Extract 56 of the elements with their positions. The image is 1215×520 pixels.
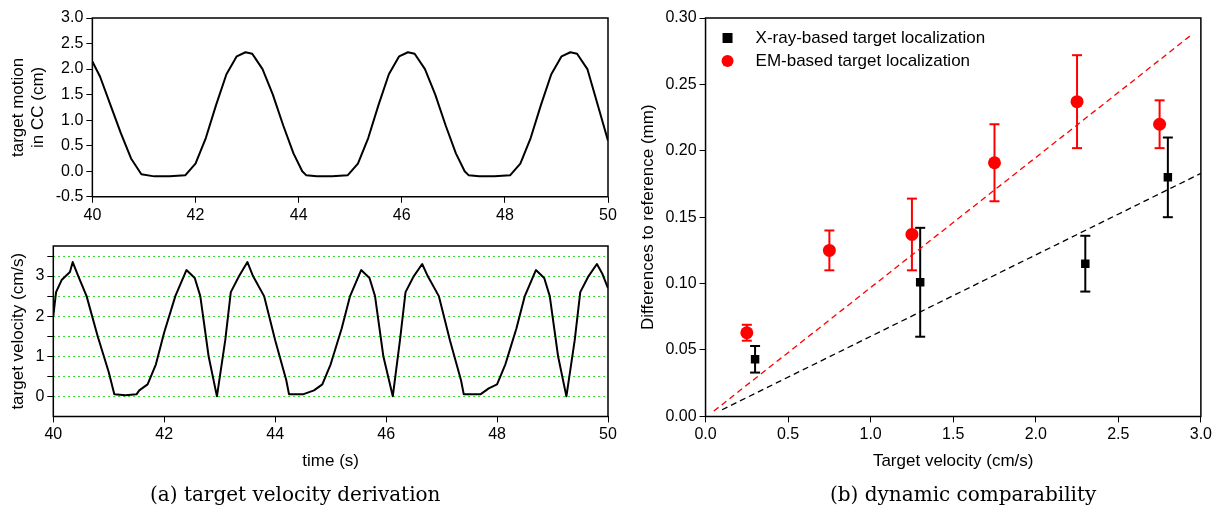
y-tick-label: 0.00 — [665, 406, 697, 424]
y-tick-label: 0.15 — [665, 207, 697, 225]
x-tick-label: 44 — [289, 205, 308, 223]
x-tick-label: 40 — [44, 425, 63, 443]
text: (a) target velocity derivation — [150, 482, 441, 506]
y-axis-title: target motion in CC (cm) — [7, 57, 48, 158]
y-axis-title: Differences to reference (mm) — [637, 104, 657, 330]
x-tick-label: 46 — [377, 425, 396, 443]
x-tick-label: 48 — [488, 425, 507, 443]
x-tick-label: 50 — [599, 425, 617, 443]
point — [987, 156, 1001, 170]
x-tick-label: 0.5 — [776, 425, 800, 443]
x-tick-label: 42 — [155, 425, 174, 443]
legend-label: X-ray-based target localization — [755, 27, 986, 47]
point — [1070, 95, 1084, 109]
y-tick-label: 2.0 — [61, 59, 84, 77]
y-axis-title: target velocity (cm/s) — [7, 252, 27, 410]
y-tick-label: 0.20 — [665, 141, 697, 159]
y-tick-label: -0.5 — [55, 187, 84, 205]
y-tick-label: 1.5 — [61, 85, 84, 103]
x-tick-label: 42 — [186, 205, 205, 223]
x-axis-title: Target velocity (cm/s) — [872, 451, 1034, 471]
x-tick-label: 50 — [599, 205, 617, 223]
x-tick-label: 46 — [392, 205, 411, 223]
x-tick-label: 1.0 — [859, 425, 882, 443]
y-tick-label: 0 — [35, 386, 45, 404]
y-tick-label: 0.25 — [665, 74, 697, 92]
x-tick-label: 48 — [495, 205, 514, 223]
x-tick-label: 40 — [83, 205, 102, 223]
x-tick-label: 3.0 — [1189, 425, 1213, 443]
x-tick-label: 44 — [266, 425, 285, 443]
y-tick-label: 0.05 — [665, 340, 697, 358]
point — [905, 227, 919, 241]
point — [1153, 117, 1167, 131]
point — [915, 278, 925, 287]
y-tick-label: 0.0 — [61, 161, 84, 179]
x-tick-label: 2.5 — [1107, 425, 1130, 443]
x-axis-title: time (s) — [302, 451, 359, 471]
x-tick-label: 1.5 — [942, 425, 965, 443]
y-tick-label: 3 — [35, 266, 45, 284]
point — [1081, 259, 1090, 268]
text: (b) dynamic comparability — [830, 482, 1097, 506]
point — [750, 355, 760, 364]
y-tick-label: 0.30 — [665, 8, 697, 26]
y-tick-label: 0.5 — [61, 136, 84, 154]
point — [822, 243, 836, 257]
legend-label: EM-based target localization — [755, 50, 971, 70]
y-tick-label: 2 — [35, 306, 45, 324]
y-tick-label: 2.5 — [61, 33, 84, 51]
y-tick-label: 3.0 — [61, 8, 84, 26]
x-tick-label: 2.0 — [1024, 425, 1047, 443]
y-tick-label: 0.10 — [665, 274, 697, 292]
y-tick-label: 1.0 — [61, 110, 84, 128]
y-tick-label: 1 — [35, 346, 45, 364]
point — [1163, 173, 1173, 182]
x-tick-label: 0.0 — [694, 425, 717, 443]
